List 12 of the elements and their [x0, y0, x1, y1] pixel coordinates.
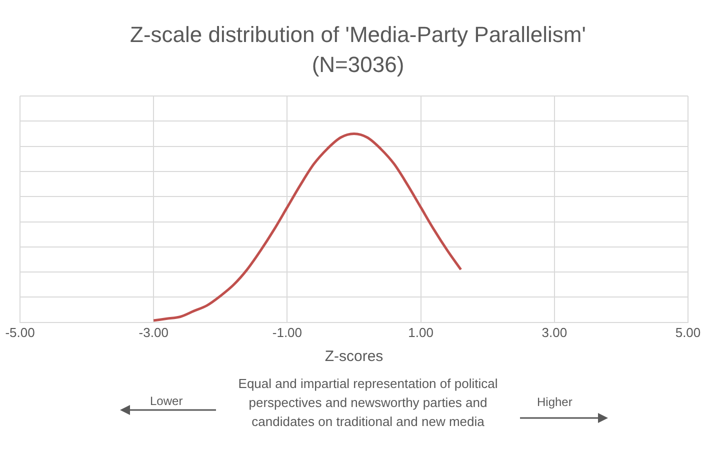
chart-title: Z-scale distribution of 'Media-Party Parallelism' [129, 22, 587, 48]
x-tick-label: -3.00 [138, 324, 168, 340]
chart-subtitle: (N=3036) [310, 52, 406, 78]
x-axis-title: Z-scores [324, 348, 384, 366]
text: Lower [150, 394, 183, 408]
text: Equal and impartial representation of political perspectives and newsworthy parties and candidates on traditional and new media [237, 375, 499, 431]
x-tick-label: 1.00 [408, 324, 434, 340]
x-tick-label: 3.00 [542, 324, 568, 340]
x-tick-label: -5.00 [5, 324, 35, 340]
x-tick-label: 5.00 [675, 324, 701, 340]
x-tick-label: -1.00 [272, 324, 302, 340]
text: Higher [537, 395, 572, 409]
